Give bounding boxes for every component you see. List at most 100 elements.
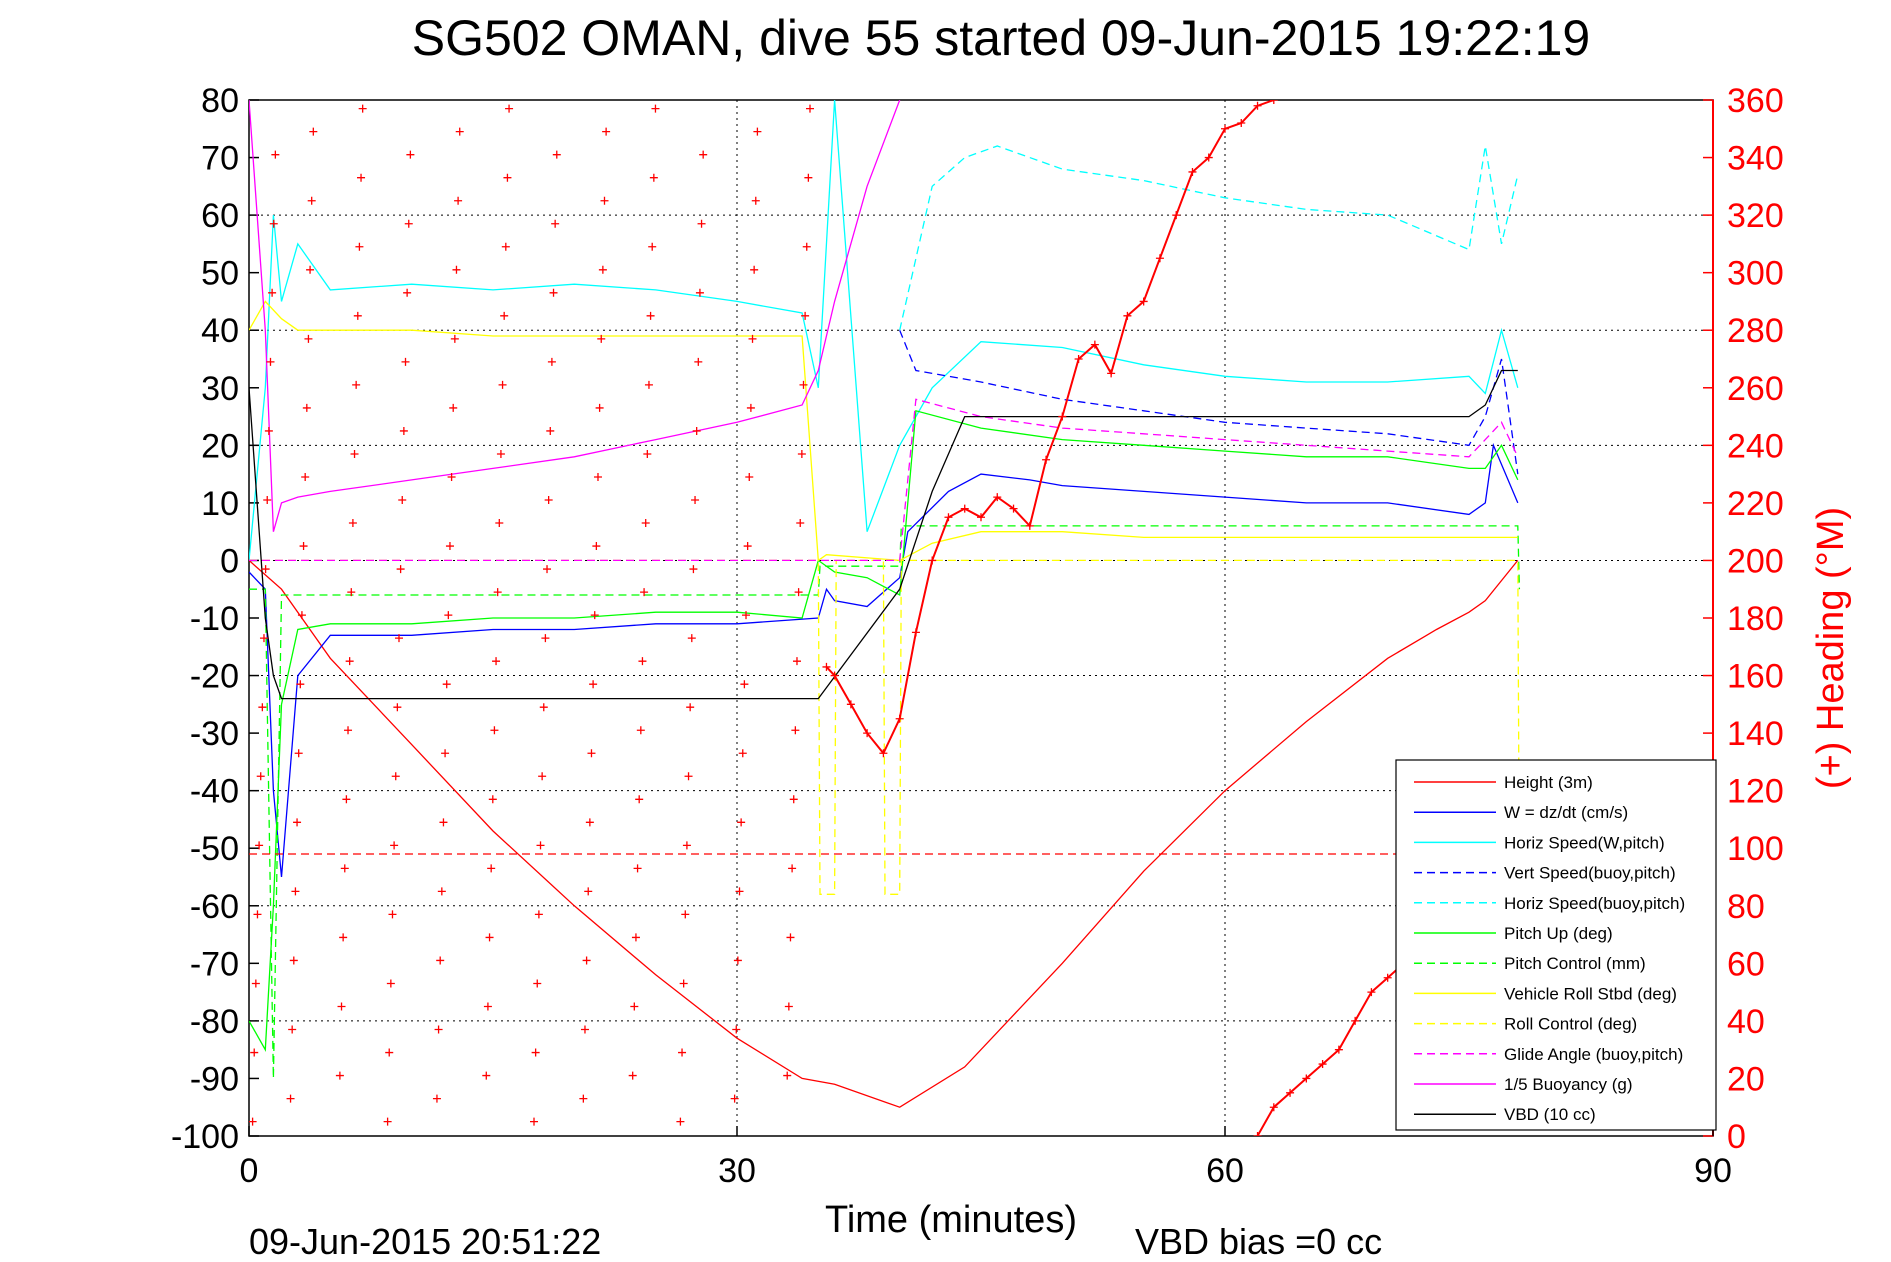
heading-marker (1253, 1132, 1262, 1136)
heading-scatter-marker (404, 219, 413, 228)
heading-scatter-marker (501, 242, 510, 251)
legend-label: Pitch Up (deg) (1504, 924, 1613, 943)
heading-scatter-marker (344, 726, 353, 735)
heading-scatter-marker (679, 979, 688, 988)
heading-scatter-marker (651, 104, 660, 113)
heading-scatter-marker (301, 472, 310, 481)
heading-scatter-marker (635, 795, 644, 804)
legend-label: VBD (10 cc) (1504, 1105, 1596, 1124)
heading-scatter-marker (432, 1094, 441, 1103)
heading-scatter-marker (794, 588, 803, 597)
heading-scatter-marker (783, 1071, 792, 1080)
series-line-4 (899, 145, 1519, 331)
y-tick-label-right: 360 (1727, 82, 1784, 120)
heading-marker (822, 662, 831, 671)
heading-scatter-marker (454, 196, 463, 205)
heading-scatter-marker (695, 288, 704, 297)
heading-scatter-marker (804, 173, 813, 182)
legend-label: Horiz Speed(W,pitch) (1504, 833, 1665, 852)
heading-scatter-marker (686, 703, 695, 712)
heading-scatter-marker (249, 1117, 257, 1126)
heading-scatter-marker (296, 680, 305, 689)
series-line-10 (249, 100, 901, 532)
heading-scatter-marker (492, 657, 501, 666)
y-tick-label-left: -10 (190, 600, 239, 638)
y-axis-label-right: (+) Heading (°M) (1810, 507, 1852, 789)
heading-scatter-marker (539, 703, 548, 712)
heading-scatter-marker (482, 1071, 491, 1080)
heading-scatter-marker (291, 887, 300, 896)
series-line-3 (899, 329, 1519, 475)
heading-scatter-marker (483, 1002, 492, 1011)
heading-scatter-marker (530, 1117, 539, 1126)
heading-scatter-marker (383, 1117, 392, 1126)
heading-scatter-marker (805, 104, 814, 113)
heading-scatter-marker (496, 449, 505, 458)
heading-scatter-marker (730, 1094, 739, 1103)
heading-scatter-marker (640, 588, 649, 597)
y-tick-label-left: 80 (201, 82, 239, 120)
y-tick-label-right: 240 (1727, 427, 1784, 465)
heading-scatter-marker (442, 680, 451, 689)
heading-scatter-marker (309, 127, 318, 136)
heading-scatter-marker (789, 795, 798, 804)
heading-scatter-marker (531, 1048, 540, 1057)
y-tick-label-right: 160 (1727, 658, 1784, 696)
heading-scatter-marker (689, 565, 698, 574)
y-tick-label-right: 280 (1727, 312, 1784, 350)
heading-scatter-marker (251, 979, 260, 988)
heading-scatter-marker (597, 334, 606, 343)
heading-scatter-marker (485, 933, 494, 942)
legend-label: Pitch Control (mm) (1504, 954, 1646, 973)
heading-scatter-marker (738, 749, 747, 758)
heading-scatter-marker (742, 611, 751, 620)
heading-scatter-marker (388, 910, 397, 919)
heading-scatter-marker (335, 1071, 344, 1080)
heading-scatter-marker (676, 1117, 685, 1126)
heading-scatter-marker (358, 104, 367, 113)
y-tick-label-left: -50 (190, 830, 239, 868)
y-tick-label-right: 60 (1727, 945, 1765, 983)
heading-scatter-marker (490, 726, 499, 735)
heading-scatter-marker (393, 703, 402, 712)
heading-scatter-marker (264, 426, 273, 435)
heading-scatter-marker (500, 311, 509, 320)
legend-label: 1/5 Buoyancy (g) (1504, 1075, 1633, 1094)
heading-scatter-marker (534, 910, 543, 919)
heading-scatter-marker (544, 496, 553, 505)
series-line-9 (249, 398, 1519, 562)
legend-box (1395, 759, 1717, 1131)
heading-scatter-marker (444, 611, 453, 620)
heading-scatter-marker (733, 956, 742, 965)
heading-scatter-marker (699, 150, 708, 159)
heading-scatter-marker (784, 1002, 793, 1011)
heading-scatter-marker (697, 219, 706, 228)
x-tick-label: 90 (1694, 1152, 1732, 1190)
footer-vbd-bias: VBD bias =0 cc (1135, 1221, 1382, 1262)
heading-scatter-marker (256, 772, 265, 781)
heading-scatter-marker (643, 449, 652, 458)
heading-scatter-marker (391, 772, 400, 781)
y-tick-label-left: 40 (201, 312, 239, 350)
heading-scatter-marker (396, 565, 405, 574)
heading-scatter-marker (353, 311, 362, 320)
heading-scatter-marker (791, 726, 800, 735)
y-tick-label-left: -60 (190, 888, 239, 926)
heading-scatter-marker (445, 542, 454, 551)
heading-scatter-marker (786, 933, 795, 942)
footer-timestamp: 09-Jun-2015 20:51:22 (249, 1221, 601, 1262)
heading-scatter-marker (801, 311, 810, 320)
heading-scatter-marker (691, 496, 700, 505)
heading-scatter-marker (297, 611, 306, 620)
heading-scatter-marker (646, 311, 655, 320)
heading-scatter-marker (592, 542, 601, 551)
heading-scatter-marker (505, 104, 514, 113)
heading-scatter-marker (751, 196, 760, 205)
heading-scatter-marker (600, 196, 609, 205)
y-tick-label-right: 260 (1727, 370, 1784, 408)
heading-scatter-marker (590, 611, 599, 620)
heading-scatter-marker (630, 1002, 639, 1011)
heading-scatter-marker (294, 749, 303, 758)
heading-scatter-marker (350, 449, 359, 458)
heading-scatter-marker (743, 542, 752, 551)
